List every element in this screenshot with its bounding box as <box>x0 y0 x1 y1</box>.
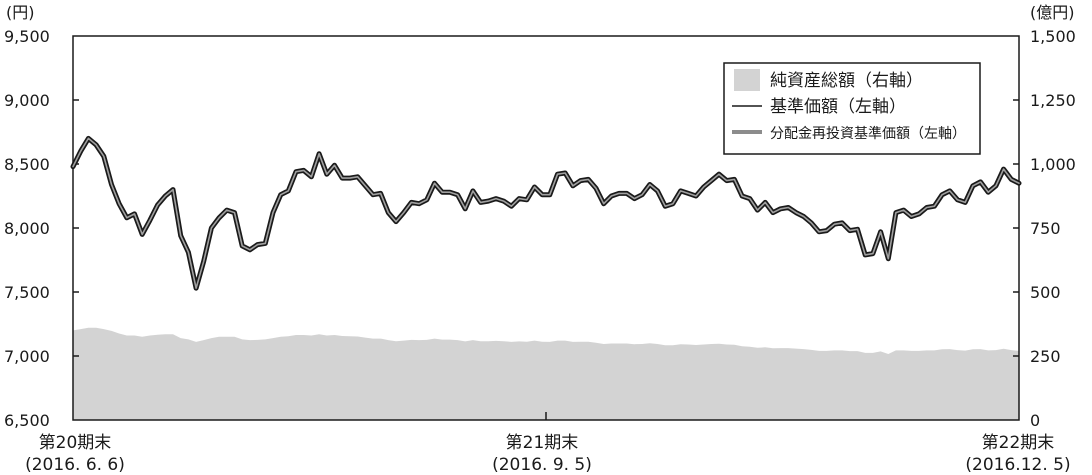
right-tick-label: 750 <box>1030 219 1061 238</box>
left-tick-label: 9,500 <box>4 27 50 46</box>
x-label-period22: 第22期末 <box>982 433 1055 453</box>
net-assets-area-layer <box>73 328 1019 420</box>
right-tick-label: 0 <box>1030 411 1040 430</box>
left-axis-unit: (円) <box>6 3 35 22</box>
x-label-period21-date: (2016. 9. 5) <box>492 455 592 475</box>
left-tick-label: 9,000 <box>4 91 50 110</box>
legend-label-net-assets: 純資産総額（右軸） <box>770 71 923 91</box>
left-tick-label: 7,000 <box>4 347 50 366</box>
legend-swatch-net-assets <box>734 69 760 91</box>
left-tick-label: 6,500 <box>4 411 50 430</box>
left-axis-labels: 9,500 9,000 8,500 8,000 7,500 7,000 6,50… <box>4 27 50 430</box>
right-axis-unit: (億円) <box>1030 3 1075 22</box>
x-label-period22-date: (2016.12. 5) <box>965 455 1070 475</box>
right-tick-label: 500 <box>1030 283 1061 302</box>
x-axis-labels: 第20期末 (2016. 6. 6) 第21期末 (2016. 9. 5) 第2… <box>25 433 1070 475</box>
right-tick-label: 250 <box>1030 347 1061 366</box>
right-tick-label: 1,000 <box>1030 155 1076 174</box>
nav-line-layer <box>73 138 1019 288</box>
right-axis-labels: 1,500 1,250 1,000 750 500 250 0 <box>1030 27 1076 430</box>
net-assets-area <box>73 328 1019 420</box>
legend: 純資産総額（右軸） 基準価額（左軸） 分配金再投資基準価額（左軸） <box>724 63 980 154</box>
left-tick-label: 8,500 <box>4 155 50 174</box>
x-label-period20: 第20期末 <box>39 433 112 453</box>
left-tick-label: 7,500 <box>4 283 50 302</box>
legend-label-reinvested-nav: 分配金再投資基準価額（左軸） <box>770 125 966 142</box>
x-label-period21: 第21期末 <box>506 433 579 453</box>
reinvested-nav-line <box>73 138 1019 288</box>
right-tick-label: 1,250 <box>1030 91 1076 110</box>
left-tick-label: 8,000 <box>4 219 50 238</box>
x-label-period20-date: (2016. 6. 6) <box>25 455 125 475</box>
nav-line-outline <box>73 138 1019 288</box>
right-tick-label: 1,500 <box>1030 27 1076 46</box>
legend-label-nav: 基準価額（左軸） <box>770 97 906 117</box>
